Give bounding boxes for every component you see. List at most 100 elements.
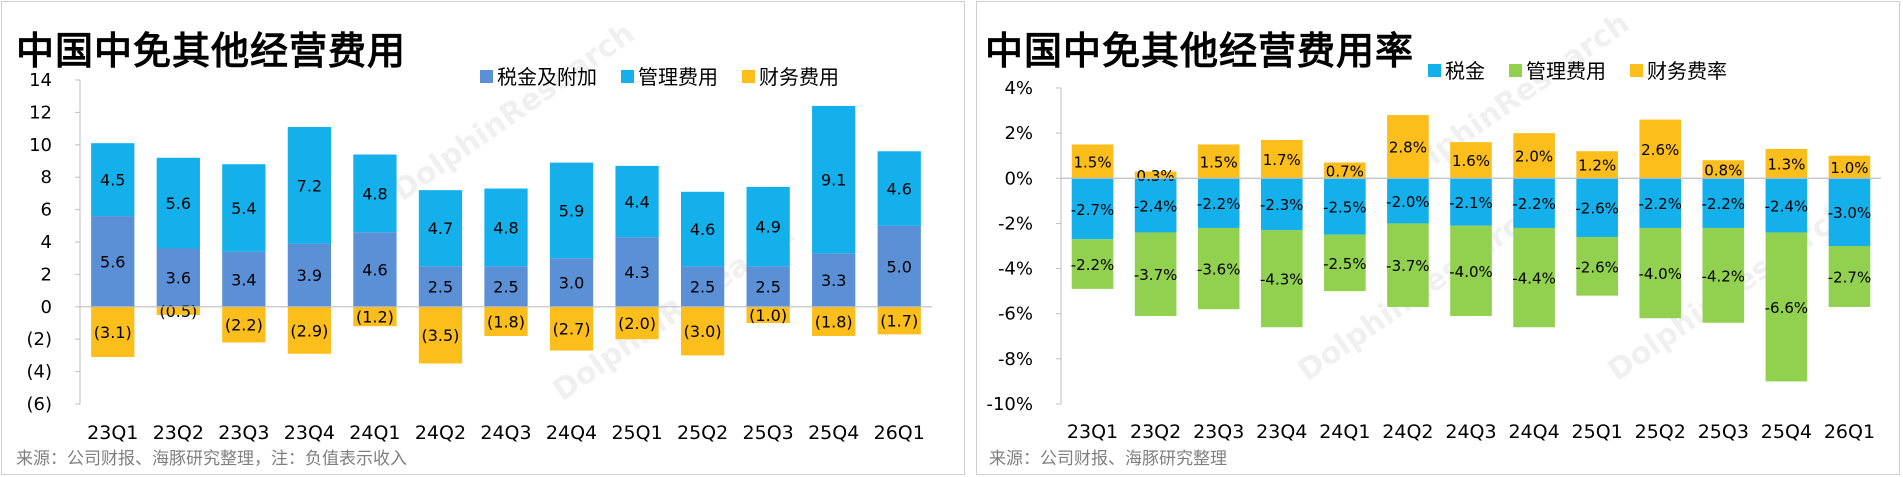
- left-legend-label: 税金及附加: [497, 65, 597, 89]
- right-bar-税金: [1387, 178, 1429, 224]
- right-bar-税金: [1765, 178, 1808, 233]
- left-legend-label: 财务费用: [759, 65, 839, 89]
- right-bar-财务费率: [1765, 148, 1808, 179]
- left-data-label: (1.0): [749, 306, 787, 325]
- left-data-label: 5.6: [100, 252, 125, 271]
- right-data-label: -2.6%: [1575, 258, 1619, 276]
- left-data-label: 4.9: [755, 218, 780, 237]
- right-bar-税金: [1260, 178, 1303, 231]
- left-category-label: 26Q1: [874, 422, 925, 444]
- right-data-label: 2.8%: [1389, 139, 1427, 157]
- left-data-label: 7.2: [297, 176, 322, 195]
- left-bar-税金及附加: [812, 253, 856, 307]
- left-data-label: 3.9: [297, 266, 322, 285]
- right-y-tick-label: -10%: [986, 394, 1033, 415]
- right-bar-财务费率: [1828, 155, 1871, 179]
- left-bar-财务费用: [91, 306, 135, 358]
- left-legend-swatch: [480, 70, 493, 83]
- right-chart-panel: DolphinResearchDolphinResearchDolphinRes…: [976, 1, 1900, 475]
- right-category-label: 25Q2: [1635, 421, 1686, 443]
- right-bar-财务费率: [1071, 144, 1114, 179]
- left-category-label: 25Q4: [808, 422, 859, 444]
- right-data-label: 0.3%: [1137, 167, 1175, 185]
- right-legend-label: 税金: [1445, 59, 1485, 83]
- right-y-tick-label: -8%: [998, 349, 1033, 370]
- left-data-label: (3.0): [684, 322, 722, 341]
- right-y-tick-label: 2%: [1004, 123, 1033, 144]
- right-legend-label: 财务费率: [1647, 59, 1727, 83]
- left-bar-财务费用: [418, 306, 463, 364]
- right-bar-税金: [1702, 178, 1745, 228]
- left-data-label: 4.8: [493, 218, 518, 237]
- left-y-tick-label: 6: [41, 200, 52, 221]
- left-data-label: 2.5: [690, 278, 715, 297]
- right-bar-财务费率: [1702, 160, 1745, 179]
- left-data-label: 4.5: [100, 171, 125, 190]
- left-bar-管理费用: [287, 126, 332, 244]
- right-bar-管理费用: [1639, 227, 1682, 319]
- left-chart-panel: DolphinResearch DolphinResearch 14 12 10 8 6 4 2…: [1, 1, 965, 475]
- right-data-label: -3.6%: [1197, 261, 1241, 279]
- left-y-tick-label: (2): [27, 329, 53, 350]
- right-category-label: 25Q4: [1761, 421, 1812, 443]
- left-data-label: (2.7): [553, 320, 591, 339]
- left-data-label: 4.4: [624, 193, 649, 212]
- right-bar-管理费用: [1702, 227, 1745, 323]
- right-data-label: 0.7%: [1326, 162, 1364, 180]
- right-data-label: -2.6%: [1575, 200, 1619, 218]
- right-category-label: 24Q3: [1445, 421, 1496, 443]
- right-category-label: 24Q1: [1319, 421, 1370, 443]
- right-bar-税金: [1197, 178, 1240, 228]
- right-y-tick-label: -4%: [998, 259, 1033, 280]
- left-data-label: 3.3: [821, 271, 846, 290]
- right-bar-财务费率: [1639, 119, 1682, 179]
- right-data-label: -3.7%: [1386, 257, 1430, 275]
- left-category-label: 23Q4: [284, 422, 335, 444]
- left-data-label: (1.7): [880, 312, 918, 331]
- left-bar-财务费用: [680, 306, 725, 356]
- left-bar-管理费用: [877, 151, 921, 226]
- right-data-label: -2.7%: [1071, 201, 1115, 219]
- left-bar-管理费用: [746, 186, 790, 267]
- right-data-label: -4.4%: [1512, 270, 1556, 288]
- left-bar-税金及附加: [91, 216, 135, 307]
- right-data-label: 0.8%: [1704, 161, 1742, 179]
- left-legend-label: 管理费用: [638, 65, 718, 89]
- left-bar-管理费用: [680, 191, 725, 267]
- right-bar-税金: [1828, 178, 1871, 246]
- left-data-label: 5.4: [231, 199, 256, 218]
- right-bar-税金: [1513, 178, 1555, 228]
- left-category-label: 24Q2: [415, 422, 466, 444]
- left-bar-管理费用: [484, 188, 528, 267]
- right-data-label: 2.6%: [1641, 141, 1679, 159]
- left-category-label: 24Q3: [480, 422, 531, 444]
- right-category-label: 23Q2: [1130, 421, 1181, 443]
- left-category-label: 25Q2: [677, 422, 728, 444]
- left-data-label: 3.4: [231, 270, 256, 289]
- right-data-label: 1.5%: [1073, 153, 1111, 171]
- left-y-tick-label: (6): [27, 394, 53, 415]
- right-data-label: -6.6%: [1765, 299, 1809, 317]
- left-data-label: 2.5: [493, 278, 518, 297]
- left-bar-管理费用: [418, 190, 463, 267]
- right-category-label: 23Q3: [1193, 421, 1244, 443]
- right-data-label: 1.0%: [1830, 159, 1868, 177]
- left-bar-财务费用: [812, 306, 856, 336]
- right-legend-swatch: [1509, 64, 1522, 77]
- left-bar-财务费用: [615, 306, 659, 340]
- right-data-label: -4.3%: [1260, 271, 1304, 289]
- left-y-tick-label: 10: [29, 135, 52, 156]
- left-chart-source: 来源：公司财报、海豚研究整理，注：负值表示收入: [16, 449, 407, 469]
- left-y-tick-label: 8: [41, 167, 52, 188]
- left-bar-税金及附加: [549, 258, 594, 307]
- right-data-label: -2.2%: [1638, 195, 1682, 213]
- left-bar-管理费用: [549, 162, 594, 259]
- right-chart-source: 来源：公司财报、海豚研究整理: [989, 449, 1227, 469]
- right-bar-税金: [1576, 178, 1618, 237]
- left-bar-税金及附加: [484, 266, 528, 307]
- right-data-label: -4.2%: [1702, 267, 1746, 285]
- right-legend-swatch: [1428, 64, 1441, 77]
- left-bar-财务费用: [353, 306, 397, 327]
- right-data-label: -2.2%: [1512, 195, 1556, 213]
- left-chart-title: 中国中免其他经营费用: [16, 29, 407, 73]
